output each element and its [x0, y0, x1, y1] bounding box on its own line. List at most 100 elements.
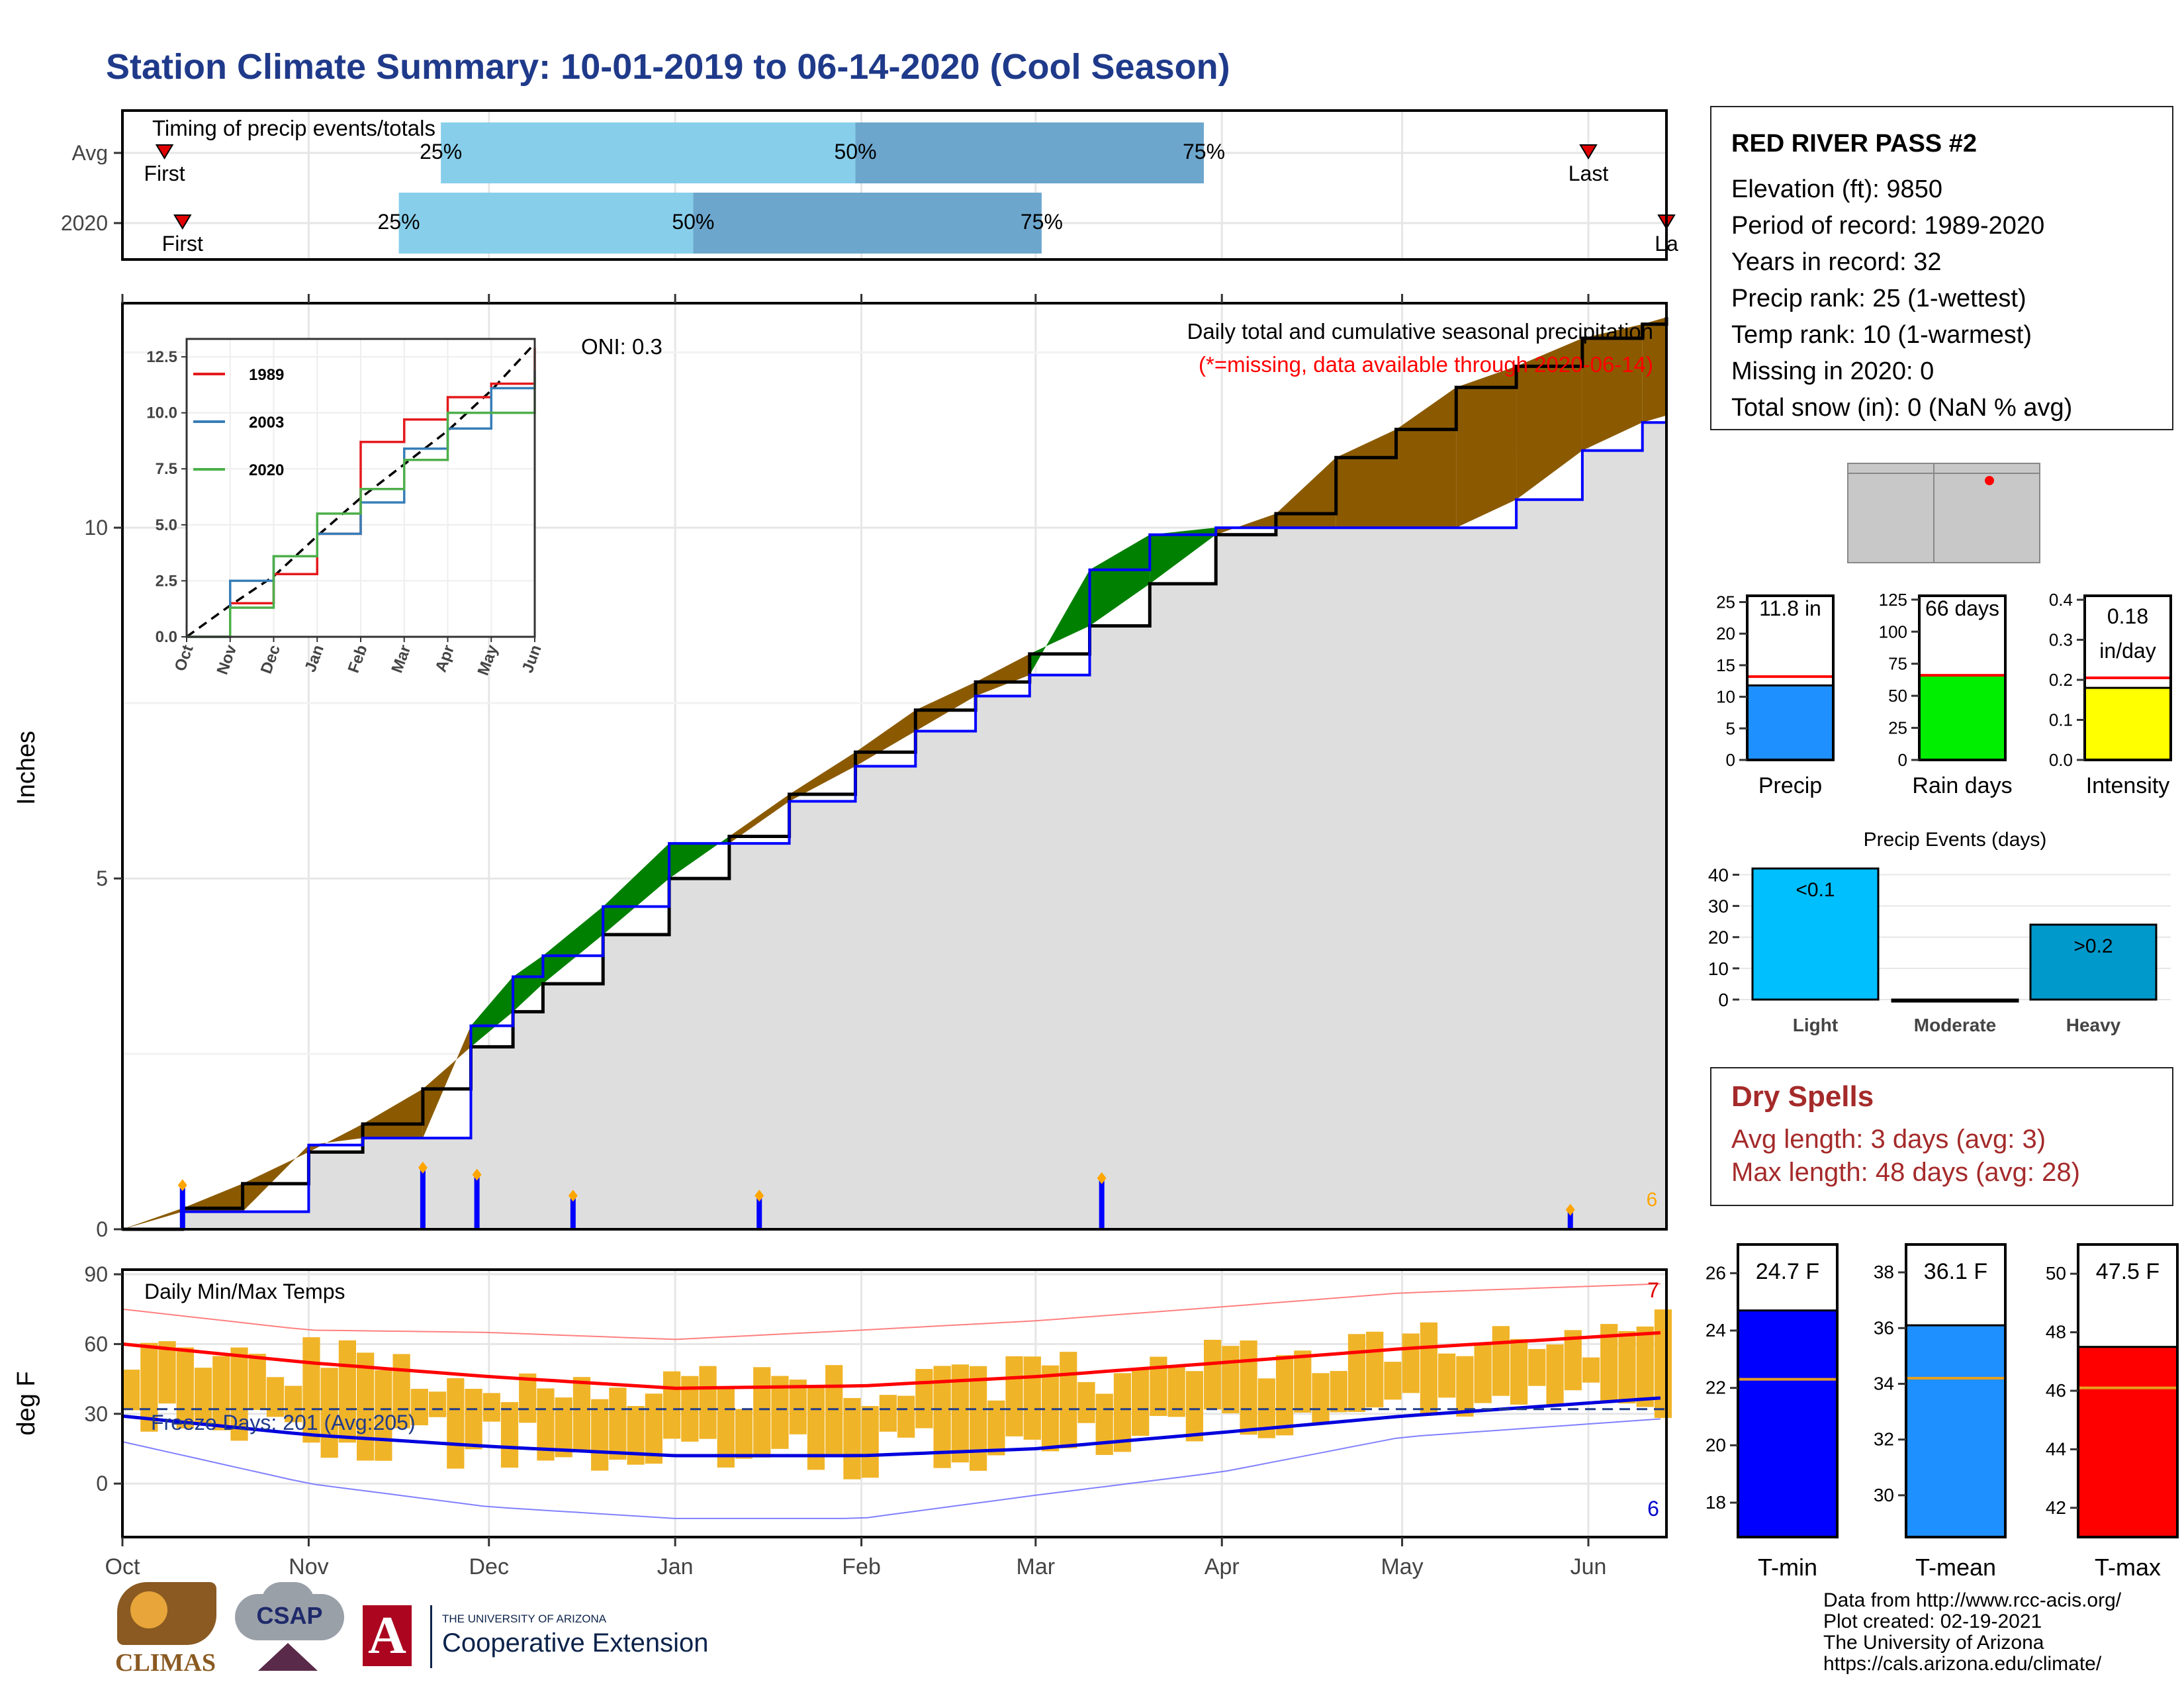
daily-temp-range-bar: [1095, 1393, 1113, 1455]
daily-temp-range-bar: [735, 1409, 753, 1459]
temp-summary-tick-label: 50: [2046, 1263, 2066, 1284]
station-line: Elevation (ft): 9850: [1731, 175, 1942, 203]
temp-summary-tick-label: 38: [1874, 1262, 1894, 1282]
daily-precip-marker: [754, 1190, 764, 1202]
daily-precip-marker: [568, 1190, 578, 1202]
month-label: Feb: [842, 1554, 881, 1579]
daily-temp-range-bar: [248, 1354, 266, 1410]
temp-summary-label: T-max: [2095, 1554, 2161, 1581]
climas-sun: [130, 1591, 167, 1628]
mini-bar-tick-label: 25: [1888, 718, 1907, 738]
deficit-area: [1456, 366, 1517, 528]
daily-temp-range-bar: [338, 1340, 357, 1443]
timing-caption: Timing of precip events/totals: [152, 116, 435, 140]
mini-bar-tick-label: 0.0: [2049, 750, 2073, 770]
mini-bar-tick-label: 0.4: [2049, 590, 2073, 610]
daily-temp-range-bar: [519, 1373, 537, 1423]
deficit-area: [789, 752, 856, 802]
daily-temp-range-bar: [1438, 1353, 1456, 1398]
daily-precip-marker: [1565, 1203, 1575, 1216]
precip-ytick-label: 5: [96, 867, 108, 890]
precip-panel-frame: [121, 302, 1668, 1231]
timing-label-50: 50%: [834, 140, 876, 164]
freeze-days-label: Freeze Days: 201 (Avg:205): [151, 1411, 416, 1434]
daily-temp-range-bar: [1222, 1346, 1240, 1414]
month-label: Mar: [1017, 1554, 1056, 1579]
inset-legend-label: 2020: [249, 461, 284, 479]
station-line: Period of record: 1989-2020: [1731, 212, 2045, 240]
daily-temp-range-bar: [1402, 1333, 1420, 1393]
daily-temp-range-bar: [1023, 1356, 1041, 1440]
deficit-area: [1336, 429, 1396, 528]
temp-ytick-label: 60: [84, 1332, 108, 1356]
daily-temp-range-bar: [1312, 1373, 1330, 1423]
daily-temp-range-bar: [158, 1341, 176, 1404]
daily-temp-range-bar: [807, 1386, 825, 1470]
first-event-label: First: [144, 162, 185, 185]
daily-precip-bar: [1099, 1180, 1105, 1229]
daily-temp-range-bar: [915, 1369, 933, 1429]
mini-bar-tick-label: 125: [1879, 590, 1907, 610]
temp-summary-tick-label: 18: [1706, 1492, 1726, 1513]
daily-temp-range-bar: [843, 1397, 861, 1479]
temp-summary-bar: [2077, 1346, 2179, 1538]
inset-legend-label: 1989: [249, 366, 284, 384]
station-line: Missing in 2020: 0: [1731, 357, 1934, 385]
mini-bar-frame: [2083, 594, 2172, 761]
station-info-box: RED RIVER PASS #2 Elevation (ft): 9850 P…: [1710, 106, 2173, 430]
events-category-label: Light: [1793, 1015, 1838, 1035]
avg-max-line: [122, 1331, 1661, 1390]
daily-temp-range-bar: [392, 1354, 410, 1429]
dry-spells-max: Max length: 48 days (avg: 28): [1731, 1158, 2080, 1187]
inset-ytick-label: 7.5: [156, 460, 177, 478]
events-category-label: Moderate: [1914, 1015, 1996, 1035]
temp-summary-tick-label: 32: [1874, 1429, 1894, 1450]
timing-bar-50-75: [855, 122, 1205, 183]
dry-spells-box: Dry Spells Avg length: 3 days (avg: 3) M…: [1710, 1067, 2173, 1206]
ua-big-text: Cooperative Extension: [442, 1628, 709, 1658]
mini-bar-tick-label: 0.1: [2049, 710, 2073, 730]
temp-summary-value: 24.7 F: [1756, 1259, 1819, 1284]
events-bar: [1751, 867, 1880, 1001]
daily-temp-range-bar: [1366, 1331, 1384, 1408]
temp-ytick-label: 90: [84, 1262, 108, 1286]
daily-temp-range-bar: [1618, 1331, 1636, 1404]
events-bar: [1891, 998, 2019, 1003]
mini-bar-frame: [1918, 594, 2007, 761]
deficit-area: [729, 794, 790, 844]
first-event-marker: [155, 144, 174, 160]
events-tick-label: 40: [1708, 865, 1729, 885]
month-label: Oct: [105, 1554, 140, 1579]
daily-temp-range-bar: [1240, 1340, 1257, 1435]
surplus-area: [1150, 528, 1216, 584]
deficit-area: [1642, 317, 1666, 423]
temp-summary-bar: [1905, 1324, 2007, 1538]
daily-temp-range-bar: [1510, 1338, 1528, 1405]
inset-ytick-label: 0.0: [156, 628, 177, 646]
mini-bar-label: Intensity: [2086, 773, 2170, 798]
csap-cloud-top: [261, 1582, 314, 1622]
mini-bar-value: [1918, 674, 2007, 761]
daily-precip-bar: [1567, 1211, 1573, 1229]
record-max-line: [122, 1283, 1661, 1340]
csap-mountains: [258, 1643, 318, 1671]
temp-summary-label: T-mean: [1915, 1554, 1996, 1581]
page-title: Station Climate Summary: 10-01-2019 to 0…: [106, 47, 1230, 87]
events-tick-label: 20: [1708, 927, 1729, 948]
daily-precip-bar: [570, 1197, 576, 1229]
daily-temp-range-bar: [447, 1378, 465, 1469]
daily-temp-range-bar: [627, 1406, 645, 1465]
mini-bar-value-label: 66 days: [1925, 596, 1999, 620]
logo-climas: CLIMAS: [109, 1582, 222, 1677]
inset-ytick-label: 5.0: [156, 516, 177, 534]
temp-ylabel: deg F: [13, 1371, 40, 1435]
daily-temp-range-bar: [212, 1356, 230, 1430]
mini-bar-tick-label: 25: [1716, 592, 1735, 612]
mini-bar-tick-label: 0.3: [2049, 630, 2073, 650]
logo-arizona-a: A: [368, 1607, 406, 1665]
month-label: Nov: [289, 1554, 328, 1579]
daily-temp-range-bar: [609, 1387, 627, 1460]
deficit-area: [1582, 324, 1643, 451]
temp-ytick-label: 0: [96, 1472, 108, 1495]
surplus-area: [603, 843, 670, 935]
